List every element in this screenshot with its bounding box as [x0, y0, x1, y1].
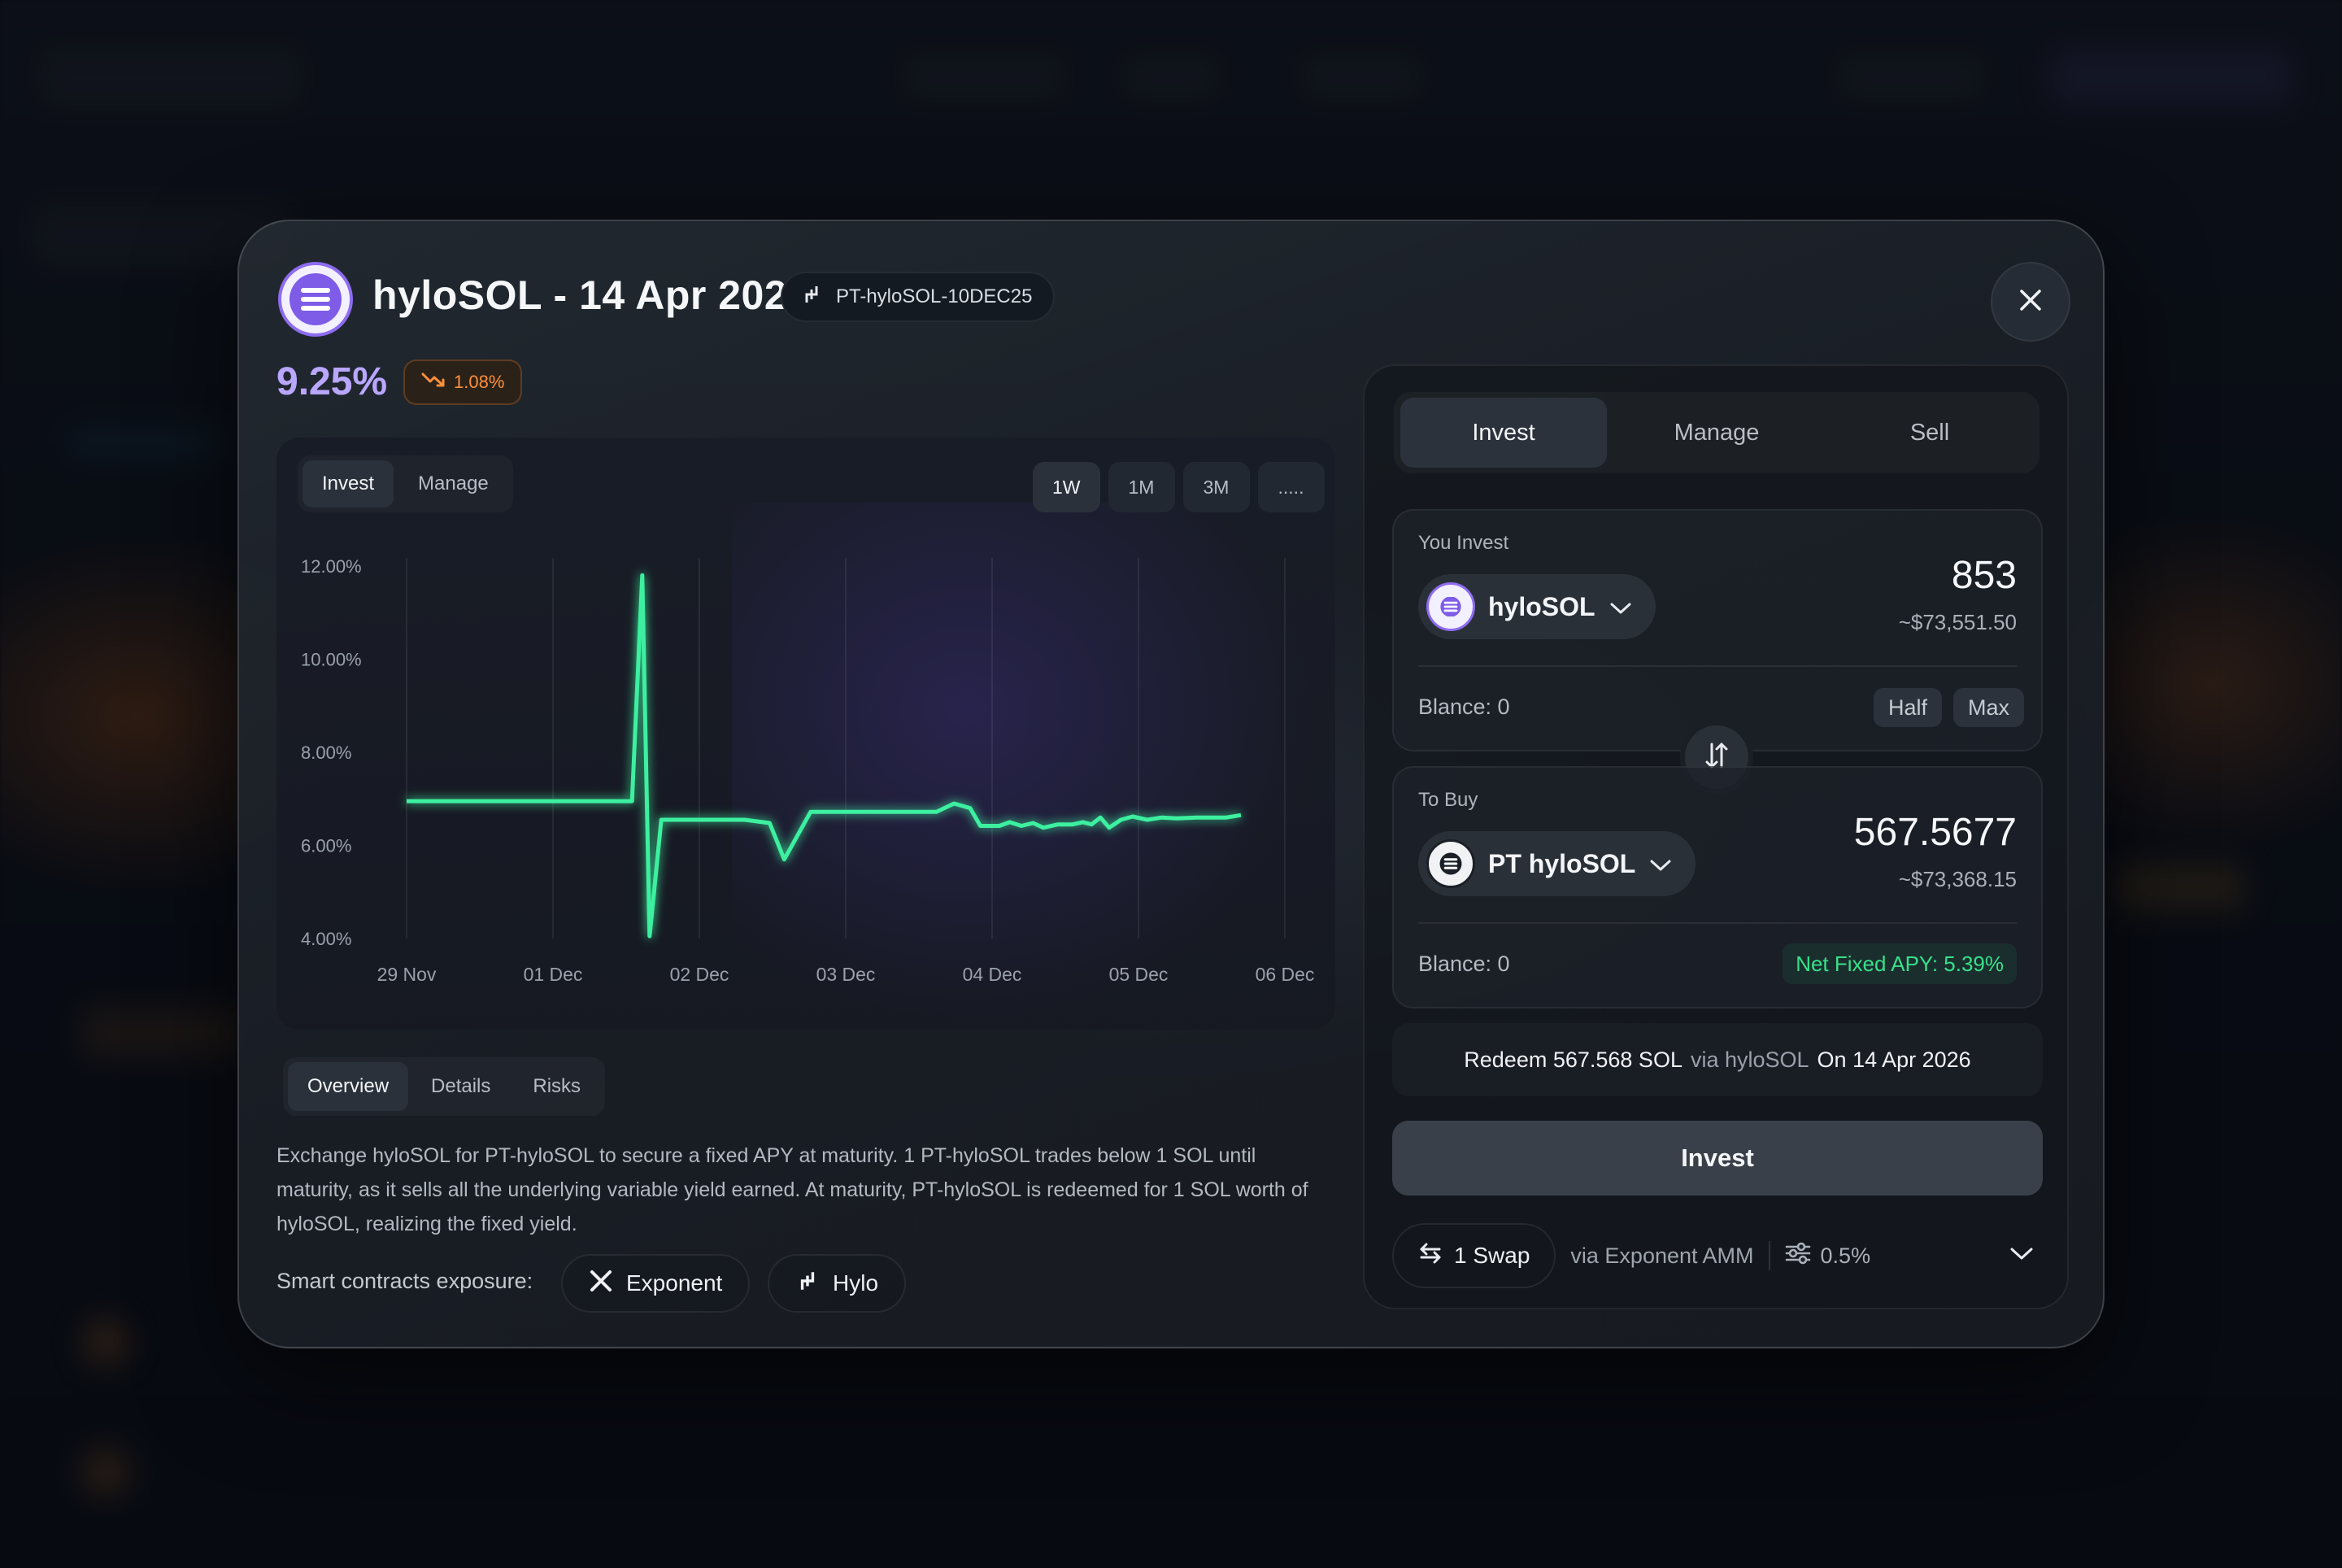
invest-token-selector[interactable]: hyloSOL	[1418, 574, 1656, 639]
x-tick-label: 29 Nov	[377, 964, 437, 985]
info-tabs: Overview Details Risks	[283, 1057, 605, 1116]
route-swap-chip[interactable]: 1 Swap	[1392, 1223, 1556, 1288]
route-via-label: via Exponent AMM	[1570, 1243, 1754, 1268]
invest-token-name: hyloSOL	[1488, 591, 1595, 621]
trade-tab-invest[interactable]: Invest	[1400, 398, 1607, 468]
y-tick-label: 4.00%	[301, 929, 351, 949]
redeem-info: Redeem 567.568 SOL via hyloSOL On 14 Apr…	[1392, 1023, 2043, 1096]
tab-overview[interactable]: Overview	[288, 1062, 409, 1111]
tab-details[interactable]: Details	[431, 1075, 491, 1097]
range-more[interactable]: .....	[1257, 462, 1325, 512]
invest-amount-input[interactable]: 853	[1951, 554, 2017, 597]
chart-tab-invest[interactable]: Invest	[303, 460, 394, 507]
apy-line-chart: 29 Nov 01 Dec 02 Dec 03 Dec 04 Dec 05 Dec 06 D…	[301, 556, 1315, 985]
half-button[interactable]: Half	[1874, 688, 1943, 727]
sliders-icon	[1785, 1242, 1811, 1270]
y-tick-label: 10.00%	[301, 650, 362, 670]
invest-button[interactable]: Invest	[1392, 1121, 2043, 1196]
slippage-value: 0.5%	[1820, 1243, 1871, 1268]
range-tabs: 1W 1M 3M .....	[1033, 462, 1325, 512]
range-3m[interactable]: 3M	[1182, 462, 1250, 512]
apy-series-line	[407, 573, 1242, 939]
you-invest-label: You Invest	[1418, 532, 1509, 554]
to-buy-box: To Buy PT hyloSOL 567.5677 ~$73,368.15	[1392, 766, 2043, 1008]
x-tick-label: 03 Dec	[816, 964, 876, 985]
exposure-hylo-chip[interactable]: Hylo	[768, 1254, 907, 1313]
page-title: hyloSOL - 14 Apr 2026	[372, 272, 811, 318]
hylosol-logo-icon	[278, 262, 353, 337]
swap-icon	[1418, 1243, 1443, 1270]
x-tick-label: 01 Dec	[524, 964, 583, 985]
redeem-via: via hyloSOL	[1690, 1047, 1809, 1072]
chart-mode-tabs: Invest Manage	[298, 455, 513, 512]
pt-token-chip[interactable]: PT-hyloSOL-10DEC25	[781, 272, 1056, 322]
pt-hylosol-token-icon	[1426, 839, 1475, 888]
overview-description: Exchange hyloSOL for PT-hyloSOL to secur…	[276, 1144, 1308, 1235]
you-invest-box: You Invest hyloSOL 853 ~$73,551.50	[1392, 509, 2043, 751]
trade-tab-sell[interactable]: Sell	[1909, 419, 1950, 446]
expand-route-chevron-icon[interactable]	[2009, 1246, 2035, 1266]
hylo-logo-icon	[795, 1269, 820, 1299]
link-icon	[800, 283, 823, 311]
x-tick-label: 02 Dec	[670, 964, 729, 985]
apy-value: 9.25%	[276, 360, 388, 403]
exposure-hylo-label: Hylo	[833, 1270, 879, 1296]
redeem-amount: Redeem 567.568 SOL	[1464, 1047, 1682, 1072]
y-tick-label: 12.00%	[301, 556, 362, 577]
exposure-exponent-label: Exponent	[626, 1270, 723, 1296]
apy-chart-card: Invest Manage 1W 1M 3M ..... 29 Nov 01 De…	[276, 438, 1335, 1030]
y-tick-label: 6.00%	[301, 836, 351, 856]
invest-usd-value: ~$73,551.50	[1898, 610, 2017, 634]
close-icon	[2018, 287, 2044, 317]
exponent-logo-icon	[589, 1269, 613, 1299]
apy-change-value: 1.08%	[454, 372, 505, 392]
hylosol-token-icon	[1426, 582, 1475, 631]
chart-tab-manage[interactable]: Manage	[418, 473, 489, 494]
buy-usd-value: ~$73,368.15	[1898, 867, 2017, 891]
x-tick-label: 05 Dec	[1109, 964, 1169, 985]
exposure-label: Smart contracts exposure:	[276, 1269, 533, 1293]
buy-token-name: PT hyloSOL	[1488, 848, 1636, 878]
range-1w[interactable]: 1W	[1033, 462, 1100, 512]
slippage-setting[interactable]: 0.5%	[1785, 1242, 1871, 1270]
max-button[interactable]: Max	[1953, 688, 2025, 727]
buy-amount-output: 567.5677	[1853, 811, 2017, 854]
trade-tab-manage[interactable]: Manage	[1674, 419, 1760, 446]
market-modal: hyloSOL - 14 Apr 2026 PT-hyloSOL-10DEC25…	[237, 220, 2105, 1348]
to-buy-label: To Buy	[1418, 789, 1478, 811]
x-tick-label: 06 Dec	[1256, 964, 1315, 985]
trade-tabs: Invest Manage Sell	[1394, 392, 2039, 473]
route-row: 1 Swap via Exponent AMM 0.5%	[1392, 1223, 2043, 1288]
buy-token-selector[interactable]: PT hyloSOL	[1418, 831, 1696, 896]
route-swap-label: 1 Swap	[1454, 1243, 1530, 1268]
chevron-down-icon	[1648, 849, 1673, 879]
tab-risks[interactable]: Risks	[533, 1075, 581, 1097]
trade-panel: Invest Manage Sell You Invest hyloSOL	[1363, 364, 2069, 1309]
net-fixed-apy-badge: Net Fixed APY: 5.39%	[1783, 943, 2017, 984]
range-1m[interactable]: 1M	[1108, 462, 1175, 512]
apy-change-badge: 1.08%	[403, 359, 523, 405]
y-tick-label: 8.00%	[301, 743, 351, 763]
chevron-down-icon	[1608, 592, 1633, 622]
x-tick-label: 04 Dec	[963, 964, 1022, 985]
redeem-date: On 14 Apr 2026	[1817, 1047, 1971, 1072]
trend-down-icon	[421, 371, 446, 394]
exposure-exponent-chip[interactable]: Exponent	[561, 1254, 751, 1313]
close-button[interactable]	[1991, 262, 2070, 342]
buy-balance: Blance: 0	[1418, 952, 1510, 976]
pt-token-label: PT-hyloSOL-10DEC25	[836, 285, 1033, 307]
invest-balance: Blance: 0	[1418, 695, 1510, 719]
